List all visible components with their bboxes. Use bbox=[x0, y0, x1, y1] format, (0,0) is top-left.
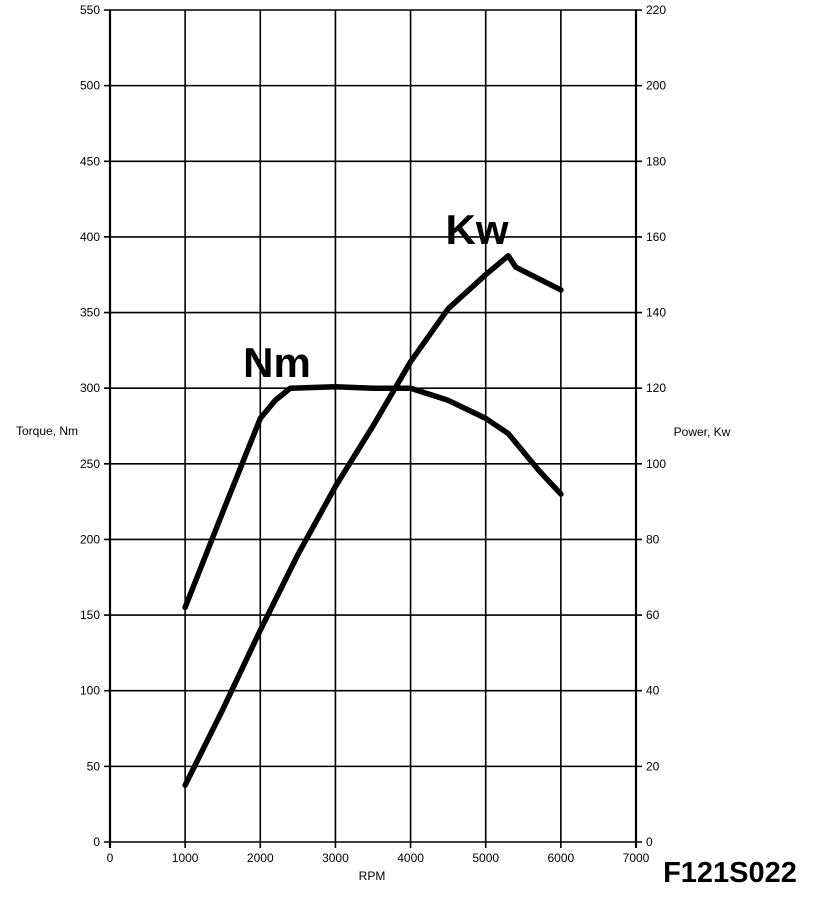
series-label-nm: Nm bbox=[243, 339, 311, 386]
y-left-tick-label: 200 bbox=[80, 532, 100, 546]
x-tick-label: 0 bbox=[107, 851, 114, 865]
y-left-tick-label: 100 bbox=[80, 684, 100, 698]
y-left-tick-label: 300 bbox=[80, 381, 100, 395]
y-left-tick-label: 450 bbox=[80, 154, 100, 168]
x-tick-label: 1000 bbox=[172, 851, 199, 865]
y-right-tick-label: 100 bbox=[646, 457, 666, 471]
y-left-tick-label: 250 bbox=[80, 457, 100, 471]
x-tick-label: 6000 bbox=[548, 851, 575, 865]
y-right-tick-label: 120 bbox=[646, 381, 666, 395]
y-axis-left-title: Torque, Nm bbox=[16, 424, 78, 438]
x-axis-title: RPM bbox=[359, 869, 386, 883]
figure-code: F121S022 bbox=[663, 857, 797, 889]
x-tick-label: 4000 bbox=[397, 851, 424, 865]
x-tick-label: 5000 bbox=[472, 851, 499, 865]
y-right-tick-label: 200 bbox=[646, 79, 666, 93]
y-left-tick-label: 150 bbox=[80, 608, 100, 622]
y-right-tick-label: 140 bbox=[646, 306, 666, 320]
y-left-tick-label: 400 bbox=[80, 230, 100, 244]
y-right-tick-label: 60 bbox=[646, 608, 660, 622]
grid-lines bbox=[104, 9, 642, 848]
y-left-tick-label: 50 bbox=[87, 759, 101, 773]
series-label-kw: Kw bbox=[446, 206, 509, 253]
y-left-tick-label: 350 bbox=[80, 306, 100, 320]
y-right-tick-label: 20 bbox=[646, 759, 660, 773]
series-line-nm bbox=[182, 383, 564, 611]
tick-labels: 0 50 100 150 200 250 300 350 400 450 500 550 0 20 40 60… bbox=[80, 3, 666, 865]
y-right-tick-label: 80 bbox=[646, 532, 660, 546]
series-line-kw bbox=[182, 253, 564, 789]
x-tick-label: 2000 bbox=[247, 851, 274, 865]
series-layer bbox=[182, 253, 564, 789]
y-right-tick-label: 0 bbox=[646, 835, 653, 849]
y-axis-right-title: Power, Kw bbox=[674, 425, 731, 439]
y-right-tick-label: 40 bbox=[646, 684, 660, 698]
x-tick-label: 3000 bbox=[322, 851, 349, 865]
y-right-tick-label: 160 bbox=[646, 230, 666, 244]
y-right-tick-label: 180 bbox=[646, 154, 666, 168]
x-tick-label: 7000 bbox=[623, 851, 650, 865]
y-left-tick-label: 550 bbox=[80, 3, 100, 17]
y-left-tick-label: 0 bbox=[93, 835, 100, 849]
y-right-tick-label: 220 bbox=[646, 3, 666, 17]
y-left-tick-label: 500 bbox=[80, 79, 100, 93]
